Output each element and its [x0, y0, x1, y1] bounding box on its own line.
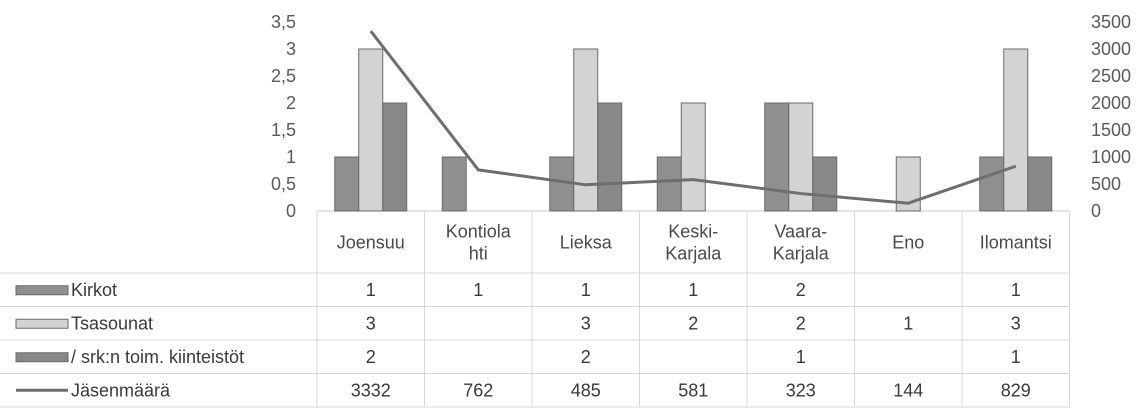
bar-tsasounat	[681, 103, 705, 211]
category-label: Vaara-Karjala	[773, 222, 830, 264]
left-tick-label: 1,5	[271, 120, 296, 140]
right-tick-label: 3000	[1091, 39, 1131, 59]
left-tick-label: 3,5	[271, 12, 296, 32]
table-cell: 1	[473, 280, 483, 300]
right-tick-label: 1000	[1091, 147, 1131, 167]
right-axis: 0 500 1000 1500 2000 2500 3000 3500	[1091, 12, 1131, 221]
legend-key-tsasounat	[16, 319, 68, 328]
series-label: Jäsenmäärä	[71, 380, 171, 400]
left-tick-label: 3	[286, 39, 296, 59]
series-label: / srk:n toim. kiinteistöt	[71, 347, 244, 367]
table-cell: 2	[581, 347, 591, 367]
table-cell: 1	[581, 280, 591, 300]
bar-srk-n-toim-kiinteist-t	[383, 103, 407, 211]
left-tick-label: 1	[286, 147, 296, 167]
legend-key-kirkot	[16, 286, 68, 295]
table-cell: 1	[366, 280, 376, 300]
right-tick-label: 3500	[1091, 12, 1131, 32]
table-cell: 2	[796, 313, 806, 333]
right-tick-label: 1500	[1091, 120, 1131, 140]
table-cell: 144	[893, 380, 923, 400]
left-axis: 0 0,5 1 1,5 2 2,5 3 3,5	[271, 12, 296, 221]
table-cell: 1	[903, 313, 913, 333]
bar-kirkot	[335, 157, 359, 211]
category-label: Lieksa	[560, 233, 613, 253]
right-tick-label: 2500	[1091, 66, 1131, 86]
category-labels: Joensuu Kontiola hti Lieksa Keski-Karjala Vaa…	[337, 222, 1052, 264]
legend-key-srk-n-toim-kiinteist-t	[16, 353, 68, 362]
table-cell: 1	[688, 280, 698, 300]
table-cell: 3	[366, 313, 376, 333]
table-cell: 3	[1011, 313, 1021, 333]
category-label: Keski-Karjala	[665, 222, 722, 264]
category-label: Joensuu	[337, 233, 405, 253]
table-cell: 1	[796, 347, 806, 367]
bar-kirkot	[442, 157, 466, 211]
bar-srk-n-toim-kiinteist-t	[598, 103, 622, 211]
category-label: Ilomantsi	[980, 233, 1052, 253]
category-label: Eno	[892, 233, 924, 253]
bar-tsasounat	[1004, 49, 1028, 211]
table-cell: 2	[796, 280, 806, 300]
right-tick-label: 0	[1091, 201, 1101, 221]
table-cell: 2	[688, 313, 698, 333]
table-cell: 1	[1011, 347, 1021, 367]
bar-srk-n-toim-kiinteist-t	[1028, 157, 1052, 211]
right-tick-label: 2000	[1091, 93, 1131, 113]
bar-series	[335, 49, 1052, 211]
bar-kirkot	[765, 103, 789, 211]
category-label: Kontiola hti	[446, 222, 512, 264]
right-tick-label: 500	[1091, 174, 1121, 194]
bar-tsasounat	[359, 49, 383, 211]
table-cell: 762	[463, 380, 493, 400]
table-cell: 323	[786, 380, 816, 400]
series-label: Kirkot	[71, 280, 117, 300]
bar-srk-n-toim-kiinteist-t	[813, 157, 837, 211]
table-cell: 3332	[351, 380, 391, 400]
bar-kirkot	[980, 157, 1004, 211]
series-label: Tsasounat	[71, 313, 153, 333]
left-tick-label: 2,5	[271, 66, 296, 86]
table-cell: 3	[581, 313, 591, 333]
left-tick-label: 0	[286, 201, 296, 221]
table-cell: 581	[678, 380, 708, 400]
bar-kirkot	[657, 157, 681, 211]
table-cell: 829	[1001, 380, 1031, 400]
table-cell: 2	[366, 347, 376, 367]
left-tick-label: 2	[286, 93, 296, 113]
bar-tsasounat	[574, 49, 598, 211]
table-cell: 1	[1011, 280, 1021, 300]
left-tick-label: 0,5	[271, 174, 296, 194]
table-cell: 485	[571, 380, 601, 400]
